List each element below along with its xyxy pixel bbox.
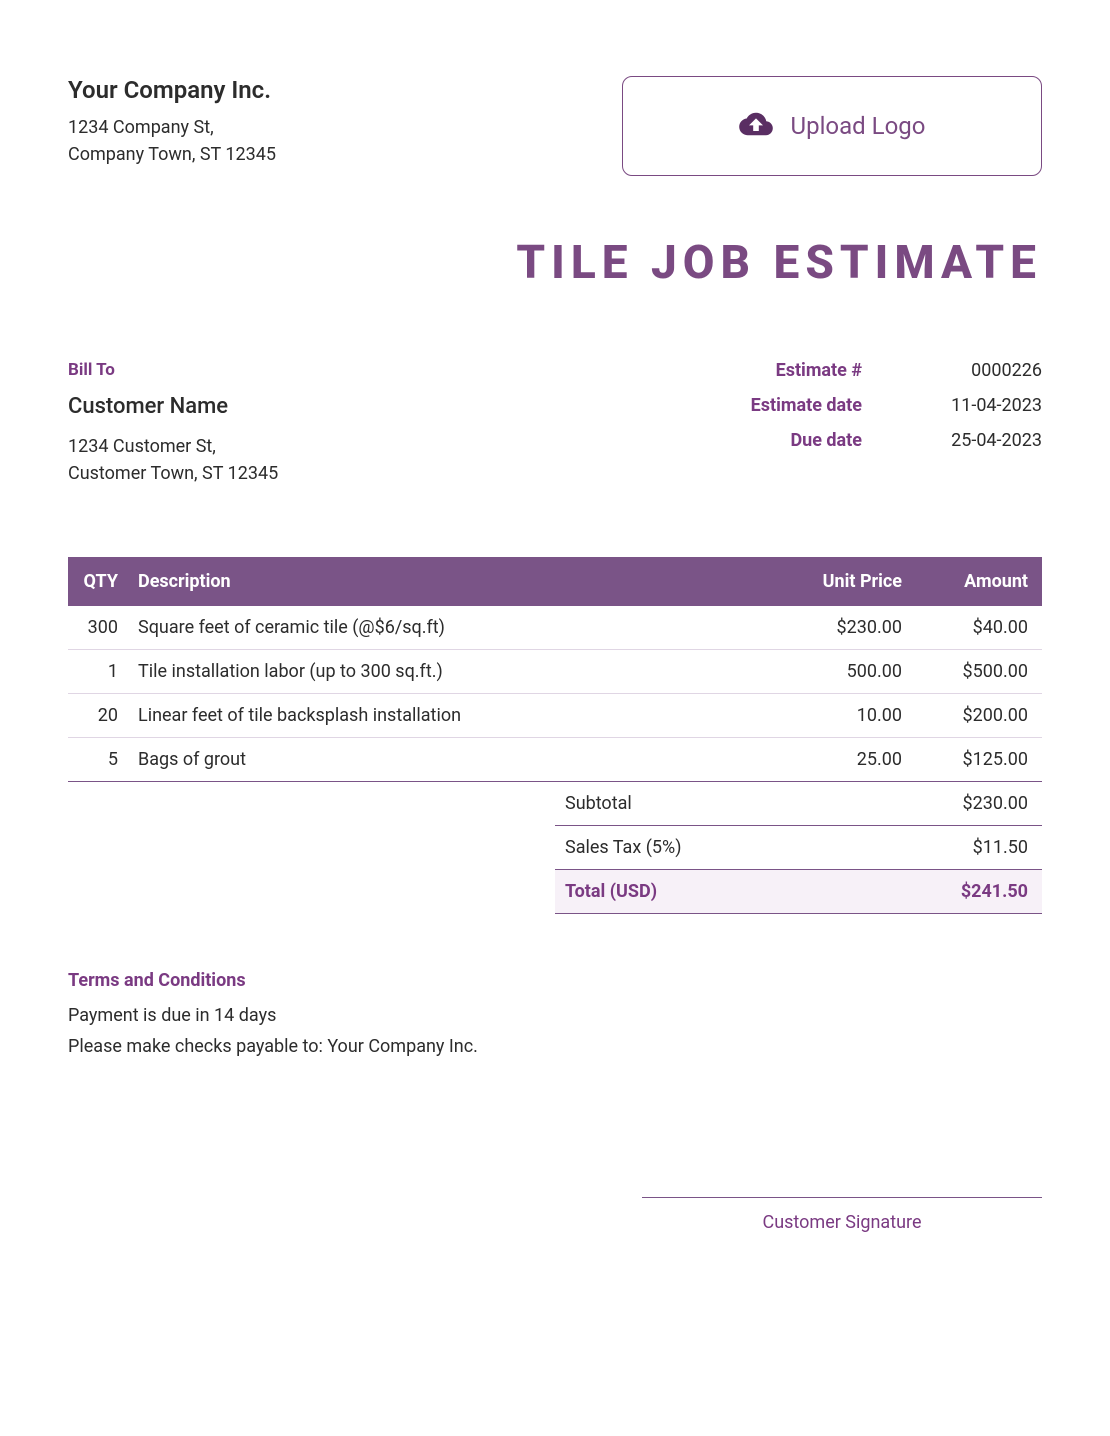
due-date-label: Due date (702, 430, 862, 451)
table-row: 20Linear feet of tile backsplash install… (68, 694, 1042, 738)
company-addr1: 1234 Company St, (68, 114, 276, 141)
upload-logo-label: Upload Logo (791, 112, 926, 140)
cell-desc: Bags of grout (128, 738, 772, 782)
cell-amount: $500.00 (912, 650, 1042, 694)
line-items-table: QTY Description Unit Price Amount 300Squ… (68, 557, 1042, 782)
company-addr2: Company Town, ST 12345 (68, 141, 276, 168)
company-block: Your Company Inc. 1234 Company St, Compa… (68, 76, 276, 168)
estimate-number-label: Estimate # (702, 360, 862, 381)
terms-title: Terms and Conditions (68, 970, 1042, 991)
estimate-meta: Estimate # 0000226 Estimate date 11-04-2… (702, 360, 1042, 487)
cloud-upload-icon (739, 110, 773, 142)
bill-to-label: Bill To (68, 360, 278, 380)
signature-label: Customer Signature (642, 1212, 1042, 1233)
subtotal-value: $230.00 (963, 793, 1028, 814)
customer-addr1: 1234 Customer St, (68, 433, 278, 460)
cell-unit-price: 10.00 (772, 694, 912, 738)
total-value: $241.50 (961, 881, 1028, 902)
terms-line1: Payment is due in 14 days (68, 1005, 1042, 1026)
document-title: TILE JOB ESTIMATE (68, 236, 1042, 290)
cell-amount: $200.00 (912, 694, 1042, 738)
terms-block: Terms and Conditions Payment is due in 1… (68, 970, 1042, 1057)
customer-name: Customer Name (68, 394, 278, 419)
terms-line2: Please make checks payable to: Your Comp… (68, 1036, 1042, 1057)
col-desc: Description (128, 557, 772, 606)
table-row: 300Square feet of ceramic tile (@$6/sq.f… (68, 606, 1042, 650)
cell-amount: $40.00 (912, 606, 1042, 650)
signature-block: Customer Signature (642, 1197, 1042, 1233)
due-date: 25-04-2023 (912, 430, 1042, 451)
cell-amount: $125.00 (912, 738, 1042, 782)
cell-unit-price: 500.00 (772, 650, 912, 694)
total-label: Total (USD) (565, 881, 657, 902)
estimate-date-label: Estimate date (702, 395, 862, 416)
totals-block: Subtotal $230.00 Sales Tax (5%) $11.50 T… (555, 782, 1042, 914)
col-qty: QTY (68, 557, 128, 606)
table-row: 5Bags of grout25.00$125.00 (68, 738, 1042, 782)
estimate-number: 0000226 (912, 360, 1042, 381)
upload-logo-button[interactable]: Upload Logo (622, 76, 1042, 176)
cell-unit-price: 25.00 (772, 738, 912, 782)
bill-to-block: Bill To Customer Name 1234 Customer St, … (68, 360, 278, 487)
table-row: 1Tile installation labor (up to 300 sq.f… (68, 650, 1042, 694)
cell-unit-price: $230.00 (772, 606, 912, 650)
table-header-row: QTY Description Unit Price Amount (68, 557, 1042, 606)
col-unit-price: Unit Price (772, 557, 912, 606)
col-amount: Amount (912, 557, 1042, 606)
estimate-date: 11-04-2023 (912, 395, 1042, 416)
cell-desc: Linear feet of tile backsplash installat… (128, 694, 772, 738)
subtotal-label: Subtotal (565, 793, 632, 814)
cell-qty: 20 (68, 694, 128, 738)
tax-label: Sales Tax (5%) (565, 837, 681, 858)
cell-qty: 1 (68, 650, 128, 694)
cell-qty: 5 (68, 738, 128, 782)
company-name: Your Company Inc. (68, 76, 276, 104)
signature-line (642, 1197, 1042, 1198)
tax-value: $11.50 (973, 837, 1028, 858)
cell-desc: Tile installation labor (up to 300 sq.ft… (128, 650, 772, 694)
customer-addr2: Customer Town, ST 12345 (68, 460, 278, 487)
cell-qty: 300 (68, 606, 128, 650)
cell-desc: Square feet of ceramic tile (@$6/sq.ft) (128, 606, 772, 650)
